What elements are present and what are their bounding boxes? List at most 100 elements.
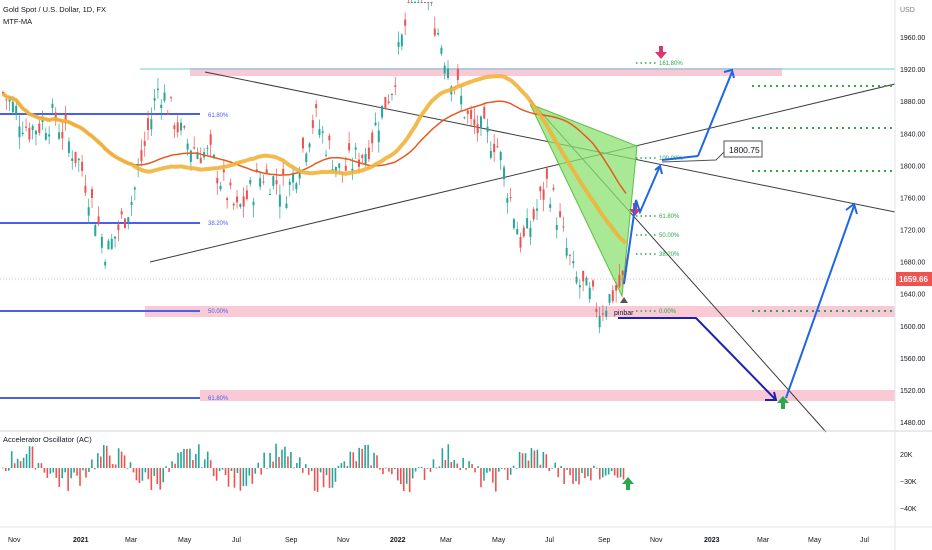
oscillator-bar	[40, 463, 43, 468]
candle-body	[127, 217, 130, 222]
oscillator-bar	[91, 459, 93, 468]
candle-body	[545, 168, 548, 179]
candle-body	[621, 270, 624, 275]
oscillator-bar	[150, 468, 153, 490]
candle-body	[338, 163, 341, 168]
price-tick-1640: 1640.00	[900, 292, 925, 299]
oscillator-bar	[73, 468, 75, 473]
oscillator-bar	[497, 468, 500, 472]
oscillator-bar	[299, 457, 301, 468]
current-price-label: 1659.66	[899, 275, 928, 284]
oscillator-bar	[536, 449, 539, 468]
oscillator-bar	[557, 468, 559, 478]
candle-body	[361, 154, 364, 159]
candle-body	[348, 143, 351, 151]
candle-body	[575, 276, 578, 283]
oscillator-bar	[319, 468, 322, 473]
oscillator-bar	[325, 468, 328, 476]
candle-body	[8, 99, 11, 102]
oscillator-bar	[575, 468, 577, 482]
candle-body	[377, 130, 380, 143]
time-tick-11: Sep	[598, 537, 611, 544]
candle-body	[100, 236, 103, 248]
oscillator-bar	[477, 466, 479, 468]
oscillator-bar	[290, 451, 292, 468]
oscillator-bar	[198, 444, 200, 468]
oscillator-bar	[402, 468, 405, 491]
oscillator-bar	[462, 457, 464, 468]
oscillator-bar	[394, 468, 396, 470]
price-tick-1560: 1560.00	[900, 356, 925, 363]
time-tick-4: Jul	[232, 537, 241, 544]
oscillator-bar	[248, 468, 251, 476]
oscillator-bar	[4, 468, 7, 472]
oscillator-bar	[373, 452, 375, 468]
oscillator-bar	[515, 468, 518, 469]
candle-body	[176, 122, 179, 133]
candle-body	[166, 113, 169, 115]
candle-body	[212, 154, 215, 157]
candle-body	[48, 134, 51, 137]
candle-body	[272, 176, 275, 186]
oscillator-bar	[480, 468, 482, 488]
oscillator-axis: 20K −30K −40K	[900, 452, 917, 513]
oscillator-bar	[518, 451, 521, 468]
fib-left-382: 38.20%	[208, 221, 229, 227]
price-tick-1840: 1840.00	[900, 131, 925, 138]
candle-body	[473, 119, 476, 126]
oscillator-bar	[153, 468, 156, 477]
candle-body	[25, 126, 28, 128]
candle-body	[615, 285, 618, 291]
candle-body	[460, 95, 463, 105]
projection-final-up	[785, 202, 858, 399]
candle-body	[153, 98, 156, 101]
candle-body	[15, 105, 18, 115]
oscillator-bar	[355, 461, 358, 468]
time-tick-16: Jul	[860, 537, 869, 544]
oscillator-bar	[16, 458, 19, 468]
candle-body	[298, 172, 301, 179]
candle-body	[598, 316, 601, 328]
oscillator-bar	[435, 467, 438, 469]
candle-body	[618, 274, 621, 287]
candle-body	[196, 152, 199, 159]
oscillator-bar	[171, 461, 173, 468]
candle-body	[54, 112, 57, 121]
oscillator-bar	[102, 444, 105, 468]
candle-body	[381, 105, 384, 118]
candle-body	[143, 140, 146, 146]
currency-label: USD	[900, 7, 915, 14]
sell-arrow-top	[655, 46, 667, 59]
oscillator-bar	[108, 455, 111, 468]
candle-body	[423, 2, 426, 3]
candle-body	[170, 96, 173, 98]
candle-body	[229, 182, 232, 186]
candle-body	[117, 224, 120, 231]
price-tick-1760: 1760.00	[900, 195, 925, 202]
candle-body	[292, 173, 295, 183]
oscillator-bar	[581, 468, 583, 474]
candle-body	[595, 308, 598, 312]
candle-body	[147, 118, 150, 131]
candle-body	[499, 152, 502, 161]
candle-body	[334, 166, 337, 173]
candle-body	[285, 203, 288, 209]
oscillator-bar	[316, 468, 319, 492]
candle-body	[189, 150, 192, 162]
candle-body	[532, 209, 535, 220]
support-zone-mid	[145, 306, 895, 317]
candle-body	[430, 2, 433, 3]
oscillator-bar	[539, 464, 542, 468]
oscillator-bar	[37, 463, 40, 468]
candle-body	[447, 68, 449, 78]
candle-body	[18, 126, 21, 138]
oscillator-bar	[361, 448, 363, 468]
candle-body	[91, 189, 93, 199]
candle-body	[107, 240, 110, 250]
oscillator-bar	[622, 468, 625, 480]
time-tick-15: May	[808, 537, 822, 544]
oscillator-bar	[251, 468, 254, 484]
candle-body	[288, 181, 291, 185]
candle-body	[305, 153, 308, 163]
oscillator-bar	[233, 468, 236, 488]
